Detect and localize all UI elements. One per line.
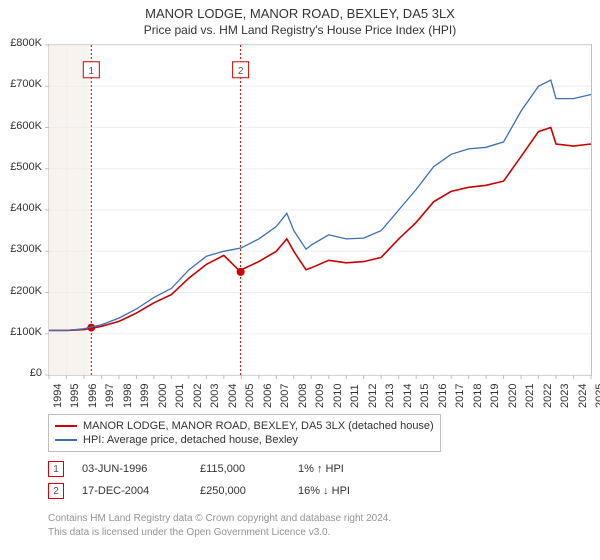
legend-label: HPI: Average price, detached house, Bexl…	[83, 434, 298, 446]
x-tick-label: 2016	[437, 384, 449, 408]
x-tick-label: 1997	[104, 384, 116, 408]
transaction-hpi: 1% ↑ HPI	[298, 463, 398, 475]
y-tick-label: £600K	[2, 120, 42, 132]
chart-subtitle: Price paid vs. HM Land Registry's House …	[0, 23, 600, 37]
transaction-date: 03-JUN-1996	[82, 463, 182, 475]
x-tick-label: 2006	[262, 384, 274, 408]
legend-swatch	[55, 439, 77, 441]
transaction-hpi: 16% ↓ HPI	[298, 485, 398, 497]
x-tick-label: 2021	[524, 384, 536, 408]
x-tick-label: 2025	[594, 384, 600, 408]
svg-text:1: 1	[89, 66, 95, 77]
x-tick-label: 2000	[157, 384, 169, 408]
chart-plot-area: 12	[48, 44, 592, 376]
x-tick-label: 1998	[122, 384, 134, 408]
footer-line-1: Contains HM Land Registry data © Crown c…	[48, 512, 391, 526]
y-tick-label: £700K	[2, 78, 42, 90]
legend-label: MANOR LODGE, MANOR ROAD, BEXLEY, DA5 3LX…	[83, 420, 434, 432]
x-tick-label: 2010	[332, 384, 344, 408]
legend-item: MANOR LODGE, MANOR ROAD, BEXLEY, DA5 3LX…	[55, 419, 434, 433]
x-tick-label: 2012	[367, 384, 379, 408]
transaction-marker: 1	[48, 461, 64, 477]
x-tick-label: 2009	[314, 384, 326, 408]
x-tick-label: 1995	[69, 384, 81, 408]
y-tick-label: £200K	[2, 285, 42, 297]
transaction-date: 17-DEC-2004	[82, 485, 182, 497]
x-tick-label: 2020	[507, 384, 519, 408]
y-tick-label: £800K	[2, 37, 42, 49]
transaction-row: 1 03-JUN-1996 £115,000 1% ↑ HPI	[48, 458, 398, 480]
transaction-row: 2 17-DEC-2004 £250,000 16% ↓ HPI	[48, 480, 398, 502]
chart-svg: 12	[49, 45, 591, 375]
footer-line-2: This data is licensed under the Open Gov…	[48, 526, 391, 540]
y-tick-label: £500K	[2, 161, 42, 173]
transaction-price: £115,000	[200, 463, 280, 475]
y-tick-label: £400K	[2, 202, 42, 214]
x-tick-label: 2022	[542, 384, 554, 408]
x-tick-label: 2007	[279, 384, 291, 408]
svg-text:2: 2	[238, 66, 244, 77]
chart-title: MANOR LODGE, MANOR ROAD, BEXLEY, DA5 3LX	[0, 6, 600, 21]
y-tick-label: £300K	[2, 243, 42, 255]
x-tick-label: 2019	[489, 384, 501, 408]
x-tick-label: 2017	[454, 384, 466, 408]
x-tick-label: 2015	[419, 384, 431, 408]
y-tick-label: £0	[2, 367, 42, 379]
x-tick-label: 1994	[52, 384, 64, 408]
x-tick-label: 1999	[139, 384, 151, 408]
x-tick-label: 2014	[402, 384, 414, 408]
transaction-marker: 2	[48, 483, 64, 499]
x-tick-label: 2023	[559, 384, 571, 408]
x-tick-label: 2024	[577, 384, 589, 408]
x-tick-label: 2001	[174, 384, 186, 408]
legend-swatch	[55, 425, 77, 427]
legend-item: HPI: Average price, detached house, Bexl…	[55, 433, 434, 447]
x-tick-label: 2005	[244, 384, 256, 408]
x-tick-label: 1996	[87, 384, 99, 408]
x-tick-label: 2002	[192, 384, 204, 408]
y-tick-label: £100K	[2, 326, 42, 338]
x-tick-label: 2011	[349, 384, 361, 408]
chart-legend: MANOR LODGE, MANOR ROAD, BEXLEY, DA5 3LX…	[48, 414, 441, 452]
chart-footer: Contains HM Land Registry data © Crown c…	[48, 512, 391, 539]
x-tick-label: 2013	[384, 384, 396, 408]
x-tick-label: 2008	[297, 384, 309, 408]
x-tick-label: 2003	[209, 384, 221, 408]
x-tick-label: 2004	[227, 384, 239, 408]
transaction-price: £250,000	[200, 485, 280, 497]
transactions-table: 1 03-JUN-1996 £115,000 1% ↑ HPI 2 17-DEC-2004…	[48, 458, 398, 502]
x-tick-label: 2018	[472, 384, 484, 408]
